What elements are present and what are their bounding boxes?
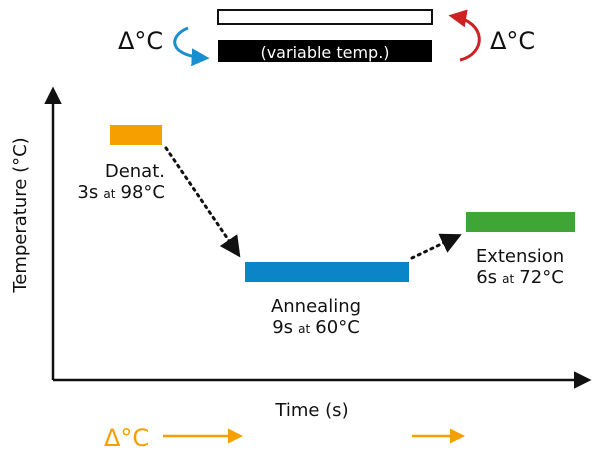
red-cycle-arrow-icon	[448, 9, 481, 62]
x-axis-label: Time (s)	[274, 400, 348, 421]
denat-duration: 3s	[77, 182, 98, 203]
annealing-duration: 9s	[272, 317, 293, 338]
blue-cycle-arrow-icon	[173, 26, 210, 67]
extension-step-bar	[466, 212, 575, 232]
annealing-step-detail: 9s at 60°C	[272, 317, 360, 338]
extension-step-name: Extension	[476, 246, 564, 267]
annealing-step-name: Annealing	[271, 296, 361, 317]
denat-step-name: Denat.	[105, 161, 165, 182]
annealing-to-extension-arrow	[410, 233, 462, 260]
delta-temp-bottom: Δ°C	[104, 424, 149, 450]
top-variable-temp-bar	[218, 40, 432, 62]
y-axis-label: Temperature (°C)	[10, 137, 31, 293]
variable-temp-label: (variable temp.)	[260, 43, 389, 62]
extension-at: at	[502, 272, 514, 286]
top-outline-bar	[217, 9, 433, 25]
denat-to-annealing-arrow	[164, 146, 241, 258]
extension-temp: 72°C	[519, 267, 563, 288]
extension-duration: 6s	[476, 267, 497, 288]
denat-at: at	[103, 187, 115, 201]
annealing-at: at	[298, 322, 310, 336]
delta-temp-left: Δ°C	[118, 27, 163, 55]
delta-temp-right: Δ°C	[490, 27, 535, 55]
denat-step-detail: 3s at 98°C	[77, 182, 165, 203]
annealing-step-bar	[245, 262, 409, 282]
extension-step-detail: 6s at 72°C	[476, 267, 564, 288]
denat-step-bar	[110, 125, 162, 145]
annealing-temp: 60°C	[315, 317, 359, 338]
denat-temp: 98°C	[121, 182, 165, 203]
